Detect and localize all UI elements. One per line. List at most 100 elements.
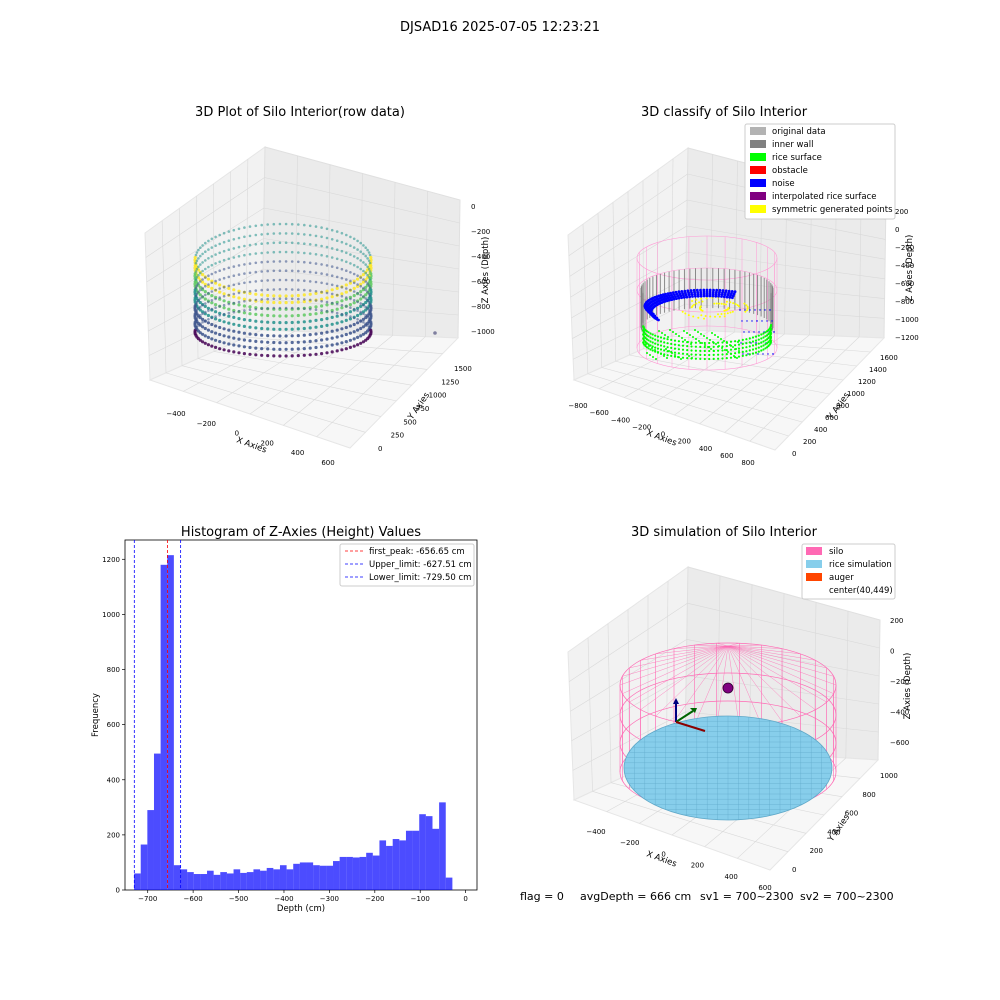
raw-data-point (345, 251, 348, 255)
raw-data-point (297, 223, 300, 226)
raw-data-point (296, 293, 300, 298)
simulation-y-tick-label: 0 (792, 866, 796, 874)
raw-data-point (297, 297, 300, 301)
raw-data-point (206, 321, 210, 325)
classify-x-tick-label: 600 (720, 452, 733, 460)
noise-point (741, 320, 743, 322)
raw-data-point (272, 327, 276, 331)
raw-data-point (290, 250, 294, 254)
status-flag: flag = 0 (520, 890, 564, 903)
classify-z-tick-label: −800 (895, 298, 914, 306)
raw-data-point (248, 243, 252, 247)
raw-data-point (345, 233, 348, 237)
silo-roof-wire (640, 645, 729, 661)
raw-data-point (356, 291, 359, 295)
raw-data-point (227, 311, 231, 315)
raw-data-point (344, 283, 348, 287)
raw-data-point (335, 302, 339, 306)
auger-x-arrow (675, 721, 706, 732)
histogram-bar (346, 856, 353, 890)
noise-point (708, 290, 712, 294)
grid-line (283, 335, 393, 426)
raw-data-point (302, 313, 306, 317)
raw-data-point (352, 255, 356, 258)
raw-data-point (248, 339, 252, 343)
raw-data-point (210, 322, 214, 327)
simulation-legend-label: silo (829, 547, 843, 557)
grid-line (615, 360, 816, 409)
raw-data-point (218, 296, 221, 299)
rice-surface-point (714, 334, 716, 336)
rice-surface-point (651, 333, 654, 336)
classify-z-tick-label: −600 (895, 280, 914, 288)
raw-data-point (266, 288, 270, 292)
grid-line (165, 372, 366, 433)
raw-data-point (194, 261, 198, 265)
raw-data-point (203, 326, 207, 331)
raw-data-point (308, 339, 312, 343)
raw-data-point (433, 331, 437, 335)
raw-data-point (335, 257, 339, 261)
raw-data-point (359, 341, 363, 345)
raw-data-point (194, 270, 198, 273)
raw-data-point (204, 267, 207, 271)
raw-data-point (210, 316, 214, 320)
raw-data-point (314, 305, 318, 309)
simulation-z-label: Z Axies (Depth) (903, 653, 913, 720)
symmetric-point (700, 314, 703, 317)
silo-roof-wire (727, 645, 827, 669)
raw-axes-panes (144, 146, 461, 449)
rice-surface-point (673, 351, 677, 354)
raw-data-point (232, 301, 236, 305)
raw-data-point (266, 313, 270, 318)
raw-data-point (290, 327, 294, 331)
raw-data-point (272, 278, 276, 282)
rice-surface-point (710, 348, 712, 350)
rice-surface-point (675, 333, 677, 335)
raw-data-point (340, 285, 344, 289)
raw-data-point (243, 263, 246, 266)
raw-data-point (364, 297, 368, 300)
raw-data-point (195, 292, 199, 296)
raw-data-point (254, 326, 258, 330)
histogram-x-tick-label: 0 (463, 895, 467, 903)
raw-data-point (201, 340, 205, 344)
raw-data-point (330, 295, 334, 299)
raw-data-point (367, 292, 371, 296)
raw-data-point (201, 295, 204, 298)
rice-surface-point (745, 350, 748, 353)
raw-data-point (335, 284, 339, 288)
symmetric-point (723, 315, 726, 318)
raw-data-point (348, 324, 352, 328)
rice-surface-point (666, 357, 668, 359)
raw-data-point (203, 341, 207, 345)
symmetric-point (705, 297, 708, 300)
classify-legend-swatch (750, 140, 766, 148)
raw-data-point (232, 256, 236, 259)
raw-data-point (232, 265, 236, 268)
raw-data-point (198, 293, 202, 297)
raw-data-point (335, 307, 339, 311)
raw-data-point (227, 275, 231, 279)
raw-data-point (260, 288, 264, 292)
raw-data-point (203, 334, 207, 338)
rice-surface-point (703, 341, 706, 345)
raw-data-point (254, 333, 258, 337)
rice-surface-point (712, 345, 715, 348)
rice-surface-point (724, 349, 726, 351)
raw-data-point (290, 306, 294, 310)
rice-surface-point (741, 350, 744, 353)
raw-data-point (278, 327, 282, 331)
raw-data-point (366, 299, 369, 302)
histogram-bar (333, 861, 340, 890)
raw-data-point (237, 309, 241, 313)
rice-surface-point (725, 357, 728, 360)
silo-roof-wire (673, 645, 729, 722)
noise-point (670, 298, 674, 301)
raw-z-tick-label: −400 (471, 253, 490, 261)
raw-data-point (206, 313, 210, 318)
classify-x-tick-label: 200 (678, 438, 691, 446)
raw-data-point (204, 276, 207, 279)
raw-data-point (242, 324, 246, 328)
raw-data-point (325, 317, 329, 321)
